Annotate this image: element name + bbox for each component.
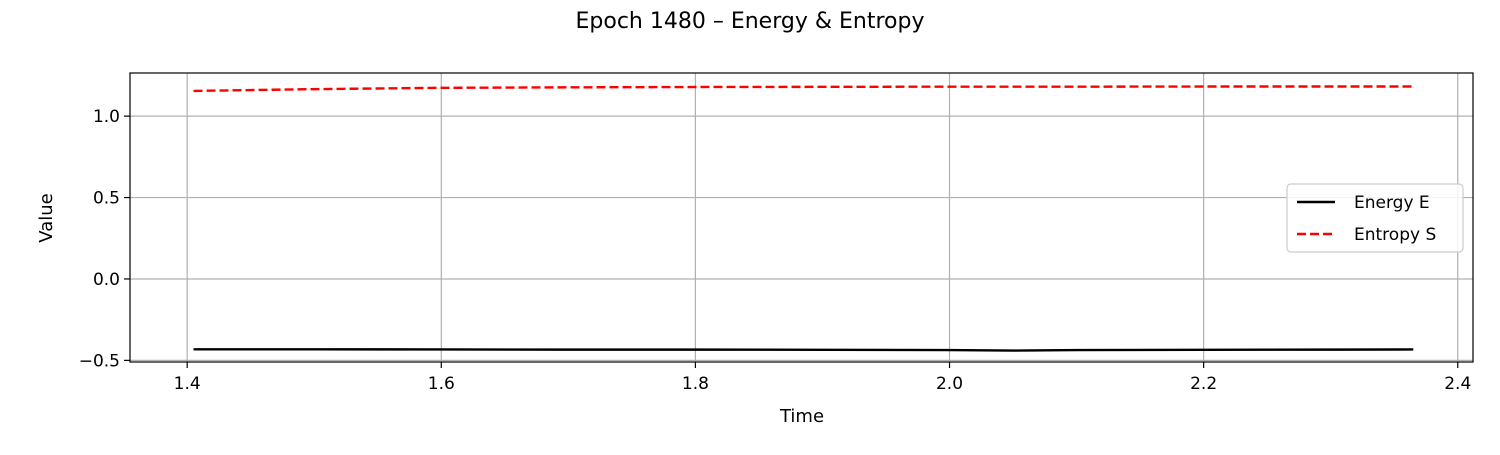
y-tick-label: −0.5 <box>79 351 120 371</box>
legend: Energy E Entropy S <box>1286 183 1464 253</box>
y-axis-label: Value <box>36 193 57 242</box>
x-axis-label: Time <box>779 406 824 427</box>
legend-label: Energy E <box>1354 193 1430 213</box>
x-tick-label: 2.0 <box>936 374 963 394</box>
series-line-entropy-s <box>193 85 1414 93</box>
legend-label: Entropy S <box>1354 225 1436 245</box>
ticks: 1.4 1.6 1.8 2.0 2.2 2.4 −0.5 0.0 0.5 1.0 <box>79 107 1472 394</box>
y-tick-label: 0.5 <box>93 189 120 209</box>
grid <box>130 73 1473 362</box>
x-tick-label: 2.4 <box>1444 374 1471 394</box>
chart-title: Epoch 1480 – Energy & Entropy <box>576 9 925 34</box>
x-tick-label: 1.4 <box>174 374 201 394</box>
x-tick-label: 2.2 <box>1190 374 1217 394</box>
y-tick-label: 1.0 <box>93 107 120 127</box>
x-tick-label: 1.6 <box>428 374 455 394</box>
series-line-energy-e <box>193 348 1414 352</box>
y-tick-label: 0.0 <box>93 270 120 290</box>
x-tick-label: 1.8 <box>682 374 709 394</box>
plot-frame <box>129 72 1474 363</box>
series-layer <box>193 85 1414 352</box>
